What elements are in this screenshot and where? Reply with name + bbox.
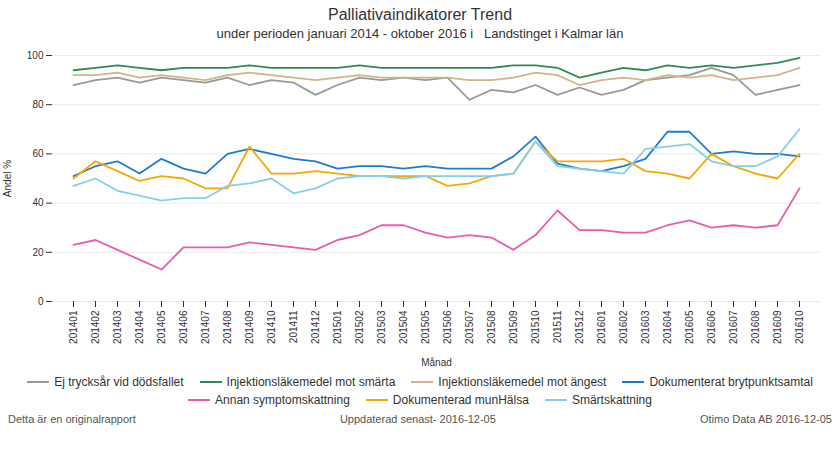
- html-text:under perioden januari 2014 -: under perioden januari 2014 - oktober 20…: [216, 26, 624, 41]
- svg-text:201606: 201606: [706, 310, 717, 344]
- svg-text:40: 40: [32, 197, 44, 208]
- svg-text:201504: 201504: [398, 310, 409, 344]
- svg-text:201409: 201409: [244, 310, 255, 344]
- html-text:Otimo Data AB 2016-12-05: Otimo Data AB 2016-12-05: [699, 413, 832, 425]
- svg-text:201608: 201608: [750, 310, 761, 344]
- svg-text:201506: 201506: [442, 310, 453, 344]
- svg-text:201511: 201511: [552, 310, 563, 343]
- html-text:Injektionsläkemedel mot ängest: Injektionsläkemedel mot ängest: [438, 375, 607, 389]
- html-text:Smärtskattning: Smärtskattning: [571, 393, 652, 407]
- svg-text:Månad: Månad: [421, 357, 452, 368]
- svg-text:201405: 201405: [156, 310, 167, 344]
- svg-text:201509: 201509: [508, 310, 519, 344]
- html-text:Dokumenterat brytpunktsamtal: Dokumenterat brytpunktsamtal: [649, 375, 813, 389]
- svg-text:201607: 201607: [728, 310, 739, 344]
- svg-text:Andel %: Andel %: [2, 160, 13, 197]
- svg-text:201507: 201507: [464, 310, 475, 344]
- svg-text:201411: 201411: [288, 310, 299, 343]
- svg-text:201406: 201406: [178, 310, 189, 344]
- html-text:Palliativaindikatorer Trend: Palliativaindikatorer Trend: [328, 6, 512, 23]
- svg-text:201610: 201610: [794, 310, 805, 344]
- svg-text:201502: 201502: [354, 310, 365, 344]
- svg-text:201601: 201601: [596, 310, 607, 344]
- svg-text:20: 20: [32, 247, 44, 258]
- svg-text:201407: 201407: [200, 310, 211, 344]
- html-text:Injektionsläkemedel mot smärta: Injektionsläkemedel mot smärta: [226, 375, 396, 389]
- svg-text:201412: 201412: [310, 310, 321, 344]
- svg-text:80: 80: [32, 99, 44, 110]
- html-text:Ej trycksår vid dödsfallet: Ej trycksår vid dödsfallet: [54, 375, 184, 389]
- html-text:Uppdaterad senast- 2016-12-05: Uppdaterad senast- 2016-12-05: [339, 413, 496, 425]
- svg-text:201403: 201403: [112, 310, 123, 344]
- svg-text:100: 100: [27, 50, 44, 61]
- svg-text:201604: 201604: [662, 310, 673, 344]
- svg-text:201401: 201401: [68, 310, 79, 344]
- svg-text:201512: 201512: [574, 310, 585, 344]
- svg-text:201508: 201508: [486, 310, 497, 344]
- html-text:Annan symptomskattning: Annan symptomskattning: [215, 393, 350, 407]
- svg-text:201402: 201402: [90, 310, 101, 344]
- svg-text:0: 0: [38, 296, 44, 307]
- svg-text:201410: 201410: [266, 310, 277, 344]
- svg-text:201510: 201510: [530, 310, 541, 344]
- svg-text:201603: 201603: [640, 310, 651, 344]
- svg-text:201602: 201602: [618, 310, 629, 344]
- html-text:Dokumenterad munHälsa: Dokumenterad munHälsa: [392, 393, 529, 407]
- svg-text:201505: 201505: [420, 310, 431, 344]
- svg-text:60: 60: [32, 148, 44, 159]
- svg-text:201605: 201605: [684, 310, 695, 344]
- svg-text:201408: 201408: [222, 310, 233, 344]
- svg-text:201503: 201503: [376, 310, 387, 344]
- svg-text:201404: 201404: [134, 310, 145, 344]
- svg-text:201501: 201501: [332, 310, 343, 344]
- html-text:Detta är en originalrapport: Detta är en originalrapport: [8, 413, 136, 425]
- svg-text:201609: 201609: [772, 310, 783, 344]
